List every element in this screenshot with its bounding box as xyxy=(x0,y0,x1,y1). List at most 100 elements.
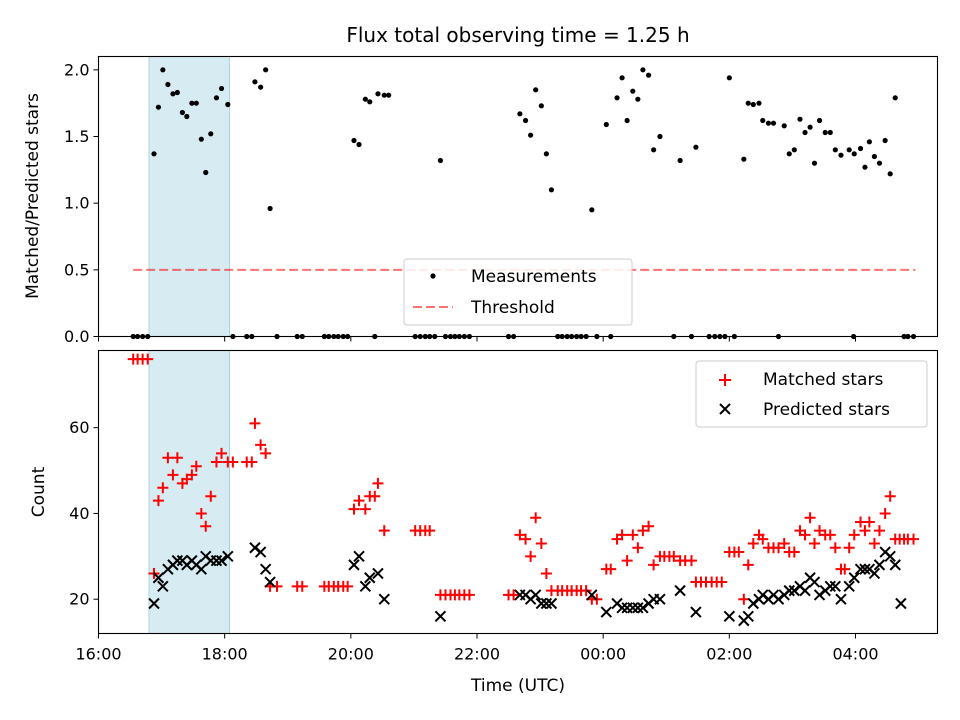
predicted-star-point xyxy=(654,593,666,605)
measurement-point xyxy=(386,92,392,98)
predicted-star-point xyxy=(824,580,836,593)
measurement-point xyxy=(193,100,199,106)
measurement-point xyxy=(851,151,857,157)
matched-star-point xyxy=(839,563,851,575)
matched-star-point xyxy=(637,525,649,537)
measurement-point xyxy=(174,89,180,96)
measurement-point xyxy=(538,103,544,109)
matched-star-point xyxy=(378,525,390,537)
top-panel: 0.0 0.5 1.0 1.5 2.0 Flux total observing tim… xyxy=(23,23,939,346)
matched-star-point xyxy=(773,542,785,554)
matched-star-point xyxy=(540,567,552,579)
measurement-point xyxy=(822,129,828,136)
bottom-panel: 20 40 60 16:00 18:00 20:00 22:00 00:00 02:00 04:… xyxy=(29,349,939,696)
matched-star-point xyxy=(616,529,628,541)
measurement-point xyxy=(517,111,523,117)
measurement-point xyxy=(871,153,878,160)
predicted-star-point xyxy=(529,589,542,601)
matched-star-point xyxy=(632,542,644,554)
matched-star-point xyxy=(859,525,871,537)
x-tick-label: 18:00 xyxy=(202,645,248,664)
predicted-star-point xyxy=(545,597,558,610)
top-legend: Measurements Threshold xyxy=(403,258,633,326)
predicted-star-point xyxy=(854,563,867,575)
predicted-star-point xyxy=(848,572,860,584)
predicted-star-point xyxy=(868,567,881,580)
top-y-axis-label: Matched/Predicted stars xyxy=(23,93,43,299)
matched-star-point xyxy=(296,580,308,592)
matched-star-point xyxy=(246,456,258,468)
legend-matched-marker xyxy=(719,374,731,386)
matched-star-point xyxy=(814,525,826,537)
top-x-ticks xyxy=(98,336,856,342)
predicted-star-point xyxy=(586,589,598,601)
predicted-star-point xyxy=(690,606,702,618)
matched-star-point xyxy=(249,417,261,429)
matched-star-point xyxy=(747,537,759,549)
matched-star-point xyxy=(424,525,436,537)
matched-star-point xyxy=(369,490,381,502)
measurement-point xyxy=(208,131,214,137)
matched-star-point xyxy=(342,580,354,592)
predicted-star-point xyxy=(210,554,223,567)
predicted-star-point xyxy=(152,572,165,584)
measurement-point xyxy=(741,156,747,162)
measurement-point xyxy=(437,157,444,164)
bottom-x-ticks: 16:00 18:00 20:00 22:00 00:00 02:00 04:00 xyxy=(75,633,879,664)
top-axes-frame xyxy=(97,55,939,338)
predicted-star-point xyxy=(742,610,754,623)
measurement-point xyxy=(635,96,641,102)
measurement-point xyxy=(807,124,813,130)
predicted-star-point xyxy=(843,580,855,593)
measurement-point xyxy=(786,151,792,157)
predicted-star-point xyxy=(873,559,886,571)
matched-star-point xyxy=(884,490,896,502)
matched-star-point xyxy=(157,482,169,494)
matched-star-point xyxy=(621,555,633,567)
measurement-point xyxy=(184,113,190,120)
matched-star-point xyxy=(668,550,680,562)
measurement-point xyxy=(857,145,864,152)
measurement-point xyxy=(543,151,549,157)
measurement-point xyxy=(726,75,732,81)
matched-star-point xyxy=(162,452,174,464)
measurement-point xyxy=(811,160,818,166)
matched-star-point xyxy=(685,555,697,567)
matched-star-point xyxy=(627,529,639,541)
predicted-star-point xyxy=(783,584,795,597)
predicted-star-point xyxy=(835,593,847,605)
y-tick-label: 20 xyxy=(69,590,89,609)
matched-star-point xyxy=(353,495,365,507)
matched-star-point xyxy=(210,456,222,468)
matched-star-point xyxy=(648,559,660,571)
measurement-point xyxy=(263,67,269,73)
measurement-point xyxy=(198,136,204,142)
legend-threshold-label: Threshold xyxy=(470,298,555,318)
bottom-legend-box xyxy=(695,360,928,428)
measurement-point xyxy=(827,129,833,136)
measurement-point xyxy=(155,104,162,110)
measurement-point xyxy=(362,96,368,102)
predicted-star-point xyxy=(829,580,842,593)
matched-star-point xyxy=(868,537,880,549)
matched-star-point xyxy=(216,447,228,459)
matched-star-points xyxy=(127,353,920,605)
predicted-star-point xyxy=(616,602,628,614)
matched-star-point xyxy=(738,593,750,605)
measurement-point xyxy=(816,117,823,124)
matched-star-point xyxy=(190,460,202,472)
x-tick-label: 02:00 xyxy=(706,645,752,664)
matched-star-point xyxy=(879,507,891,519)
legend-measurements-label: Measurements xyxy=(471,267,597,287)
measurement-point xyxy=(203,169,209,176)
measurement-point xyxy=(630,88,636,94)
matched-star-point xyxy=(200,520,212,532)
predicted-star-point xyxy=(364,572,376,584)
measurement-point xyxy=(522,117,529,124)
predicted-star-points xyxy=(148,542,907,627)
measurement-point xyxy=(791,147,797,153)
y-tick-label: 40 xyxy=(69,504,89,523)
measurement-point xyxy=(170,91,176,97)
measurement-point xyxy=(589,207,595,213)
